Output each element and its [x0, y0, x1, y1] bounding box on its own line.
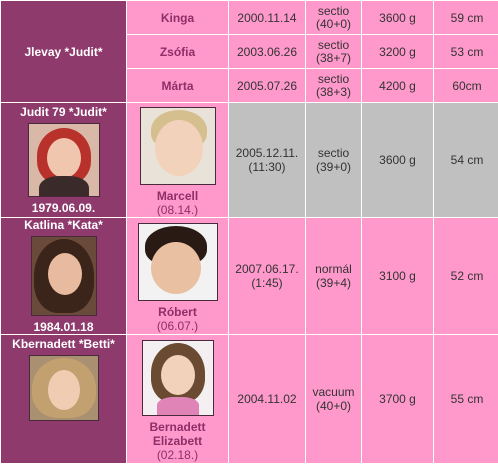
- birth-date: 2005.12.11.: [235, 146, 299, 160]
- birth-length: 54 cm: [434, 103, 498, 217]
- delivery-cell: sectio (40+0): [306, 1, 361, 34]
- birth-time: (11:30): [248, 160, 286, 174]
- birth-weight: 3100 g: [362, 218, 433, 334]
- birth-time: (1:45): [251, 276, 283, 290]
- birth-date: 2000.11.14: [229, 1, 305, 34]
- birth-length: 52 cm: [434, 218, 498, 334]
- birth-date: 2007.06.17.: [235, 262, 299, 276]
- blond-toddler-photo: [139, 107, 216, 185]
- woman-light-hair-photo: [28, 355, 99, 421]
- child-nameday: (08.14.): [156, 203, 199, 217]
- mother-name: Kbernadett *Betti*: [12, 337, 115, 351]
- mother-birth-date: 1979.06.09.: [31, 201, 96, 215]
- delivery-cell: sectio (38+3): [306, 69, 361, 102]
- birth-date: 2005.07.26: [229, 69, 305, 102]
- birth-weight: 3200 g: [362, 35, 433, 68]
- child-name: Márta: [127, 69, 228, 102]
- table-row: Kbernadett *Betti* Bernadett Elizabett (…: [1, 335, 498, 463]
- woman-dark-hair-photo: [30, 236, 97, 316]
- gestation-weeks: (38+7): [315, 50, 352, 65]
- delivery-type: sectio: [317, 3, 350, 18]
- mother-cell-betti: Kbernadett *Betti*: [1, 335, 126, 463]
- child-name: Zsófia: [127, 35, 228, 68]
- birth-date: 2004.11.02: [229, 335, 305, 463]
- child-name: Marcell: [156, 189, 199, 203]
- birth-weight: 3600 g: [362, 103, 433, 217]
- delivery-type: sectio: [317, 71, 350, 86]
- table-row: Katlina *Kata* 1984.01.18 Róbert (06.07.…: [1, 218, 498, 334]
- child-cell-bernadett: Bernadett Elizabett (02.18.): [127, 335, 228, 463]
- mother-cell-judit-jlevay: Jlevay *Judit*: [1, 1, 126, 102]
- gestation-weeks: (40+0): [315, 399, 352, 413]
- delivery-cell: vacuum (40+0): [306, 335, 361, 463]
- delivery-cell: sectio (38+7): [306, 35, 361, 68]
- mother-name: Katlina *Kata*: [24, 218, 103, 232]
- birth-length: 59 cm: [434, 1, 498, 34]
- child-cell-robert: Róbert (06.07.): [127, 218, 228, 334]
- birth-date-cell: 2007.06.17. (1:45): [229, 218, 305, 334]
- mother-cell-kata: Katlina *Kata* 1984.01.18: [1, 218, 126, 334]
- birth-length: 55 cm: [434, 335, 498, 463]
- mother-name: Jlevay *Judit*: [24, 44, 103, 59]
- mother-name: Judit 79 *Judit*: [20, 105, 107, 119]
- delivery-type: vacuum: [312, 385, 355, 399]
- child-cell-marcell: Marcell (08.14.): [127, 103, 228, 217]
- birth-date: 2003.06.26: [229, 35, 305, 68]
- woman-red-hair-photo: [27, 123, 100, 197]
- birth-length: 53 cm: [434, 35, 498, 68]
- child-name: Kinga: [127, 1, 228, 34]
- delivery-cell: normál (39+4): [306, 218, 361, 334]
- child-nameday: (06.07.): [156, 319, 199, 333]
- delivery-type: normál: [315, 262, 352, 276]
- mother-birth-date: 1984.01.18: [33, 320, 94, 334]
- birth-weight: 4200 g: [362, 69, 433, 102]
- girl-brown-hair-photo: [141, 340, 214, 416]
- delivery-type: sectio: [317, 37, 350, 52]
- child-nameday: (02.18.): [156, 448, 199, 462]
- birth-weight: 3700 g: [362, 335, 433, 463]
- delivery-type: sectio: [317, 146, 350, 160]
- gestation-weeks: (40+0): [315, 16, 352, 31]
- delivery-cell: sectio (39+0): [306, 103, 361, 217]
- table-row: Judit 79 *Judit* 1979.06.09. Marcell (08…: [1, 103, 498, 217]
- child-name-first: Bernadett: [149, 420, 206, 434]
- gestation-weeks: (39+4): [315, 276, 352, 290]
- table-row: Márta 2005.07.26 sectio (38+3) 4200 g 60…: [1, 69, 498, 102]
- table-row: Jlevay *Judit* Kinga 2000.11.14 sectio (…: [1, 1, 498, 102]
- birth-weight: 3600 g: [362, 1, 433, 34]
- birth-date-cell: 2005.12.11. (11:30): [229, 103, 305, 217]
- gestation-weeks: (39+0): [315, 160, 352, 174]
- dark-hair-baby-photo: [137, 223, 218, 301]
- table-row: Zsófia 2003.06.26 sectio (38+7) 3200 g 5…: [1, 35, 498, 68]
- child-name: Róbert: [158, 305, 197, 319]
- gestation-weeks: (38+3): [315, 84, 352, 99]
- birth-length: 60cm: [434, 69, 498, 102]
- mother-cell-judit-79: Judit 79 *Judit* 1979.06.09.: [1, 103, 126, 217]
- child-name-second: Elizabett: [152, 434, 203, 448]
